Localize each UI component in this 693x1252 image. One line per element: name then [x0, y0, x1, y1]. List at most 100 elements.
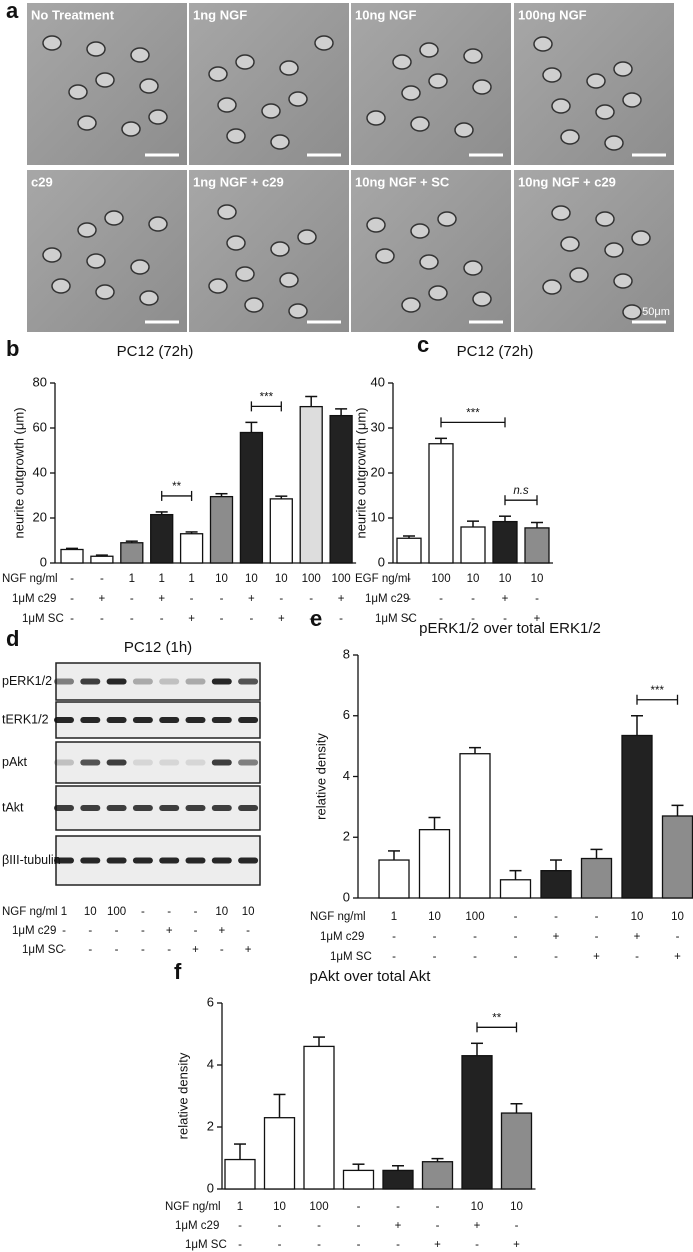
condition-value: - [238, 1239, 242, 1251]
condition-value: - [433, 931, 437, 943]
bar [524, 527, 550, 564]
condition-value: - [436, 1220, 440, 1232]
condition-value: 10 [467, 573, 480, 585]
condition-value: 10 [242, 906, 255, 918]
cell [401, 297, 421, 313]
image-label: 10ng NGF + c29 [518, 174, 616, 189]
panel-label: d [6, 626, 19, 651]
condition-value: 100 [431, 573, 450, 585]
bar [499, 879, 532, 899]
bar [150, 513, 174, 564]
band [185, 805, 206, 811]
condition-value: + [218, 925, 225, 937]
condition-label: 1μM c29 [320, 931, 364, 943]
cell [148, 216, 168, 232]
image-label: c29 [31, 174, 53, 189]
y-tick-label: 8 [343, 646, 350, 661]
condition-value: - [396, 1201, 400, 1213]
panel-label: b [6, 336, 19, 361]
band [54, 857, 74, 864]
cell [410, 223, 430, 239]
condition-value: - [246, 925, 250, 937]
band [80, 717, 101, 723]
band [80, 759, 101, 766]
y-tick-label: 6 [207, 994, 214, 1009]
cell [613, 273, 633, 289]
bar [303, 1045, 335, 1190]
cell [244, 297, 264, 313]
bar [460, 526, 486, 564]
cell [297, 229, 317, 245]
band [80, 805, 101, 811]
cell [613, 61, 633, 77]
condition-value: - [278, 1220, 282, 1232]
cell [595, 211, 615, 227]
bar [179, 533, 204, 564]
cell [542, 67, 562, 83]
band [238, 805, 259, 811]
condition-value: - [439, 613, 443, 625]
condition-value: - [249, 613, 253, 625]
cell [77, 115, 97, 131]
condition-value: 10 [499, 573, 512, 585]
condition-value: - [396, 1239, 400, 1251]
condition-value: 10 [215, 573, 228, 585]
band [106, 717, 127, 723]
bar [540, 870, 572, 899]
band [80, 678, 101, 685]
condition-value: - [554, 951, 558, 963]
condition-value: - [357, 1201, 361, 1213]
condition-value: - [317, 1220, 321, 1232]
condition-value: - [514, 931, 518, 943]
condition-value: - [100, 573, 104, 585]
condition-value: - [238, 1220, 242, 1232]
micrograph [514, 170, 674, 332]
y-tick-label: 4 [343, 768, 350, 783]
condition-value: - [220, 613, 224, 625]
bar [428, 443, 454, 564]
cell [375, 248, 395, 264]
condition-value: - [115, 944, 119, 956]
cell [77, 222, 97, 238]
condition-value: - [503, 613, 507, 625]
condition-value: - [357, 1220, 361, 1232]
condition-value: + [99, 593, 106, 605]
band [185, 857, 206, 864]
bar [269, 498, 293, 564]
y-tick-label: 0 [40, 554, 47, 569]
scale-label: 50μm [642, 306, 670, 318]
condition-value: - [141, 925, 145, 937]
condition-value: 10 [510, 1201, 523, 1213]
cell [226, 128, 246, 144]
condition-value: + [248, 593, 255, 605]
condition-value: + [674, 951, 681, 963]
y-tick-label: 0 [343, 889, 350, 904]
condition-value: - [595, 931, 599, 943]
image-label: 10ng NGF [355, 7, 416, 22]
image-label: 1ng NGF [193, 7, 247, 22]
blot-row-label: tAkt [2, 800, 24, 814]
condition-value: + [188, 613, 195, 625]
cell [148, 109, 168, 125]
bar [500, 1112, 533, 1190]
condition-label: NGF ng/ml [165, 1201, 221, 1213]
condition-value: 10 [631, 911, 644, 923]
y-tick-label: 30 [371, 419, 385, 434]
cell [130, 47, 150, 63]
condition-value: - [471, 613, 475, 625]
cell [208, 278, 228, 294]
condition-value: - [115, 925, 119, 937]
bar [621, 734, 653, 899]
bar [580, 857, 613, 899]
condition-value: + [474, 1220, 481, 1232]
cell [288, 91, 308, 107]
condition-value: - [220, 944, 224, 956]
cell [560, 236, 580, 252]
blot-row-label: tERK1/2 [2, 712, 49, 726]
y-tick-label: 40 [371, 374, 385, 389]
y-tick-label: 20 [33, 509, 47, 524]
blot-title: PC12 (1h) [124, 639, 192, 656]
band [54, 717, 74, 723]
condition-value: - [515, 1220, 519, 1232]
condition-value: - [190, 593, 194, 605]
